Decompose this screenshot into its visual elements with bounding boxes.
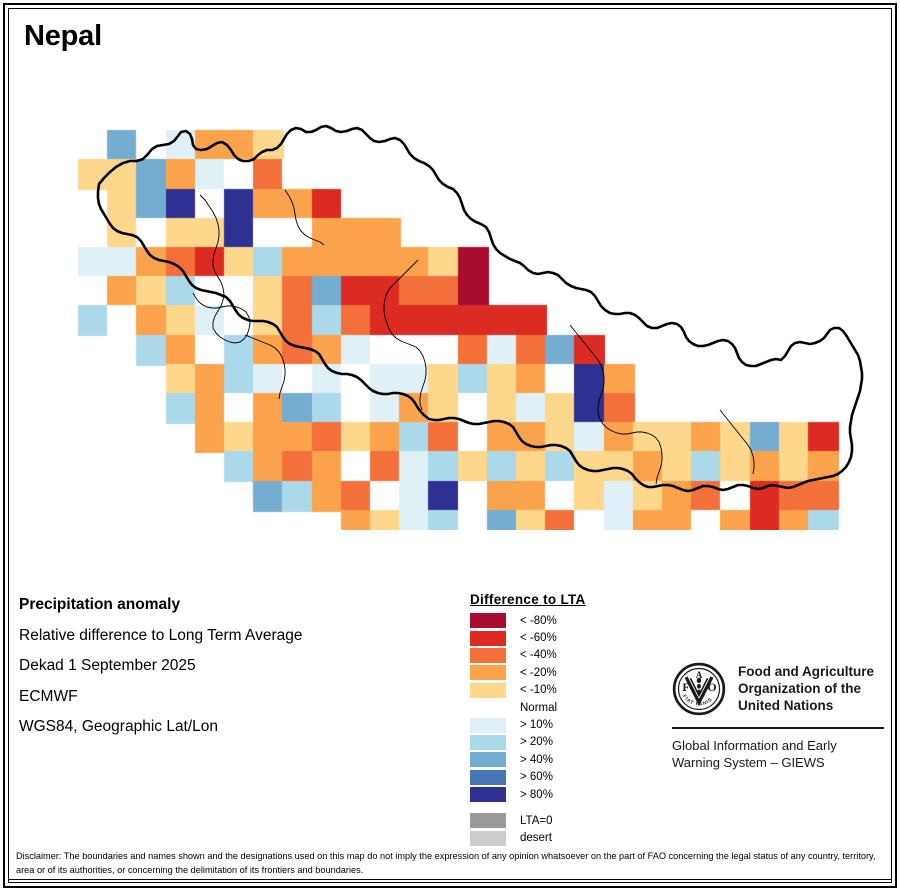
legend-label: > 80%	[520, 788, 553, 801]
svg-text:A: A	[696, 670, 703, 680]
info-projection: WGS84, Geographic Lat/Lon	[19, 718, 219, 735]
disclaimer-divider	[9, 879, 891, 880]
page-title: Nepal	[24, 20, 102, 52]
legend-label: < -60%	[520, 632, 557, 645]
country-boundary-overlay	[96, 124, 864, 493]
legend-entry: < -80%	[470, 612, 670, 629]
legend-entry: < -40%	[470, 647, 670, 664]
legend-swatch	[470, 769, 506, 785]
legend-entry: Normal	[470, 699, 670, 716]
info-data-source: ECMWF	[19, 687, 78, 705]
legend-entry: < -20%	[470, 664, 670, 681]
legend-swatch	[470, 787, 506, 803]
info-heading: Precipitation anomaly	[19, 596, 181, 613]
legend-swatch	[470, 613, 506, 629]
legend-swatch	[470, 752, 506, 768]
map-canvas-area	[0, 60, 898, 530]
fao-program-name: Global Information and Early Warning Syst…	[672, 738, 837, 770]
legend-label: > 10%	[520, 719, 553, 732]
internal-admin-boundaries	[192, 189, 755, 485]
legend-extra-entry: desert	[470, 830, 670, 847]
fao-branding-block: F A O FIAT PANIS Food and Agriculture Org…	[672, 662, 884, 772]
fao-header: F A O FIAT PANIS Food and Agriculture Org…	[672, 662, 884, 716]
legend-entry: > 20%	[470, 734, 670, 751]
legend-entry: > 60%	[470, 769, 670, 786]
legend-swatch	[470, 717, 506, 733]
legend-swatch	[470, 700, 506, 715]
legend-label: > 60%	[520, 771, 553, 784]
legend-title: Difference to LTA	[470, 592, 586, 607]
svg-text:F: F	[682, 680, 689, 694]
info-subtitle: Relative difference to Long Term Average	[19, 626, 303, 644]
legend-swatch	[470, 682, 506, 698]
legend-entry: > 10%	[470, 716, 670, 733]
fao-divider	[672, 727, 884, 729]
legend-label: > 20%	[520, 736, 553, 749]
legend-swatch	[470, 665, 506, 681]
legend-label: Normal	[520, 701, 558, 714]
legend-entry: > 80%	[470, 786, 670, 803]
legend-label: > 40%	[520, 753, 553, 766]
legend-swatch	[470, 830, 506, 846]
legend-label: LTA=0	[520, 814, 553, 827]
legend-label: < -40%	[520, 649, 557, 662]
legend-entry: < -60%	[470, 629, 670, 646]
legend-extra-list: LTA=0 desert	[470, 812, 670, 847]
legend-swatch	[470, 734, 506, 750]
legend-swatch	[470, 813, 506, 829]
legend-label: < -10%	[520, 684, 557, 697]
fao-organization-name: Food and Agriculture Organization of the U…	[738, 664, 874, 713]
legend-label: < -80%	[520, 614, 557, 627]
map-info-block: Precipitation anomaly Relative differenc…	[19, 597, 439, 750]
legend-label: < -20%	[520, 666, 557, 679]
legend-entry-list: < -80% < -60% < -40% < -20% < -10% Normal > 10…	[470, 612, 670, 803]
map-legend: Difference to LTA < -80% < -60% < -40% < -2…	[470, 592, 670, 847]
legend-swatch	[470, 647, 506, 663]
legend-entry: > 40%	[470, 751, 670, 768]
svg-text:O: O	[707, 680, 716, 694]
legend-entry: < -10%	[470, 682, 670, 699]
legend-extra-entry: LTA=0	[470, 812, 670, 829]
legend-label: desert	[520, 832, 552, 845]
fao-logo-icon: F A O FIAT PANIS	[672, 662, 726, 716]
legend-swatch	[470, 630, 506, 646]
info-dekad-date: Dekad 1 September 2025	[19, 657, 196, 674]
precipitation-anomaly-raster	[0, 60, 898, 530]
map-disclaimer: Disclaimer: The boundaries and names sho…	[16, 851, 876, 876]
nepal-national-border	[96, 124, 864, 493]
